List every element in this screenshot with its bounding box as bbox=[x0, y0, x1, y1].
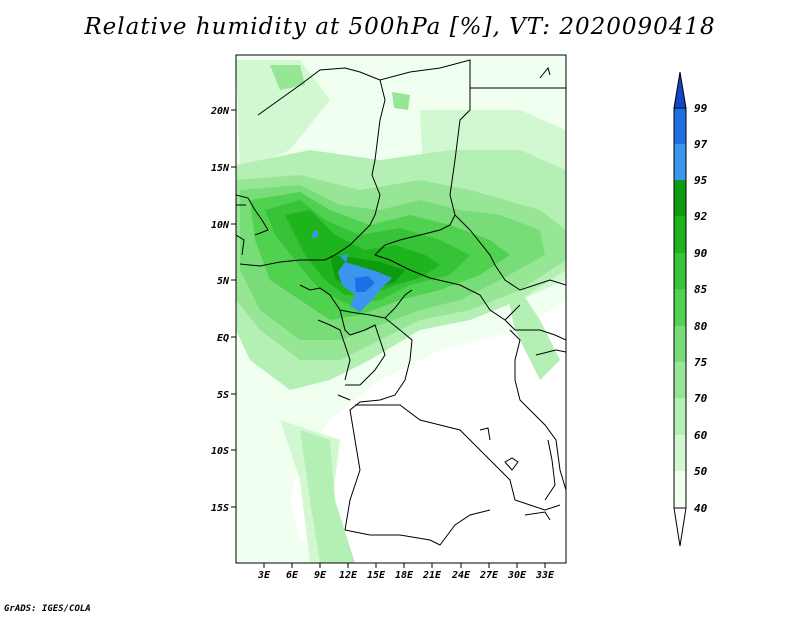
lon-label: 12E bbox=[339, 570, 358, 581]
longitude-axis: 3E 6E 9E 12E 15E 18E 21E 24E 27E 30E 33E bbox=[257, 563, 555, 581]
colorbar-swatch-50 bbox=[674, 435, 686, 471]
lon-label: 6E bbox=[286, 570, 299, 581]
colorbar-swatch-40 bbox=[674, 471, 686, 508]
colorbar-label: 60 bbox=[694, 429, 708, 442]
colorbar-swatch-95 bbox=[674, 144, 686, 180]
lon-label: 21E bbox=[422, 570, 442, 581]
lat-label: 15N bbox=[211, 163, 230, 174]
colorbar-label: 70 bbox=[694, 392, 708, 405]
rh-95-region bbox=[312, 230, 392, 312]
lat-label: EQ bbox=[217, 333, 229, 344]
colorbar-swatch-97 bbox=[674, 108, 686, 144]
humidity-field bbox=[236, 55, 566, 563]
colorbar-swatch-90 bbox=[674, 216, 686, 253]
lon-label: 9E bbox=[314, 570, 327, 581]
colorbar-label: 95 bbox=[694, 174, 708, 187]
colorbar-swatch-75 bbox=[674, 326, 686, 362]
lon-label: 15E bbox=[367, 570, 386, 581]
lon-label: 33E bbox=[535, 570, 555, 581]
lat-label: 10S bbox=[211, 446, 229, 457]
lon-label: 3E bbox=[257, 570, 271, 581]
lon-label: 24E bbox=[451, 570, 471, 581]
map-frame bbox=[235, 54, 567, 564]
colorbar-outline bbox=[673, 107, 687, 509]
colorbar-label: 50 bbox=[694, 465, 708, 478]
lon-label: 30E bbox=[507, 570, 527, 581]
lat-label: 15S bbox=[211, 503, 229, 514]
colorbar-label: 97 bbox=[694, 138, 708, 151]
colorbar-swatch-60 bbox=[674, 398, 686, 435]
map-title: Relative humidity at 500hPa [%], VT: 202… bbox=[84, 14, 716, 40]
colorbar-bottom-arrow bbox=[673, 507, 687, 547]
colorbar-label: 75 bbox=[694, 356, 708, 369]
lat-label: 5S bbox=[217, 390, 229, 401]
colorbar-swatch-70 bbox=[674, 362, 686, 398]
colorbar-label: 99 bbox=[694, 102, 708, 115]
colorbar-swatch-85 bbox=[674, 253, 686, 289]
latitude-axis: 20N 15N 10N 5N EQ 5S 10S 15S bbox=[210, 106, 236, 514]
colorbar-label: 85 bbox=[694, 283, 708, 296]
colorbar-swatch-92 bbox=[674, 180, 686, 216]
country-borders bbox=[236, 59, 566, 546]
lat-label: 10N bbox=[211, 220, 230, 231]
colorbar: 99 97 95 92 90 85 80 75 70 60 50 40 bbox=[673, 71, 708, 547]
credit-label: GrADS: IGES/COLA bbox=[4, 604, 91, 614]
colorbar-label: 92 bbox=[694, 210, 708, 223]
rh-97-region bbox=[355, 276, 375, 292]
lon-label: 18E bbox=[395, 570, 414, 581]
lat-label: 20N bbox=[210, 106, 230, 117]
colorbar-label: 40 bbox=[694, 502, 708, 515]
colorbar-label: 80 bbox=[694, 320, 708, 333]
colorbar-top-arrow bbox=[673, 71, 687, 109]
colorbar-swatch-80 bbox=[674, 289, 686, 326]
colorbar-label: 90 bbox=[694, 247, 708, 260]
lat-label: 5N bbox=[217, 276, 230, 287]
lon-label: 27E bbox=[479, 570, 499, 581]
